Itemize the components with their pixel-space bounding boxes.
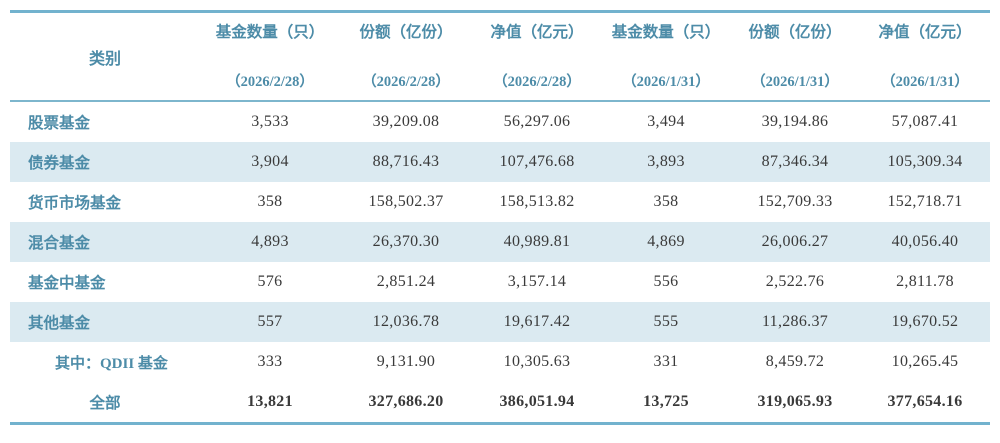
column-header-label: 净值（亿元） [878,24,972,41]
cell-shares-feb: 12,036.78 [372,313,440,330]
cell-shares-feb: 26,370.30 [372,233,440,250]
cell-shares-jan: 11,286.37 [761,313,829,330]
column-header-nav-feb: 净值（亿元） （2026/2/28） [472,13,602,100]
column-header-date: （2026/2/28） [226,73,314,90]
table-row-hybrid-funds: 混合基金 4,893 26,370.30 40,989.81 4,869 26,… [10,222,990,262]
column-header-date: （2026/1/31） [881,73,969,90]
cell-nav-feb: 10,305.63 [503,353,571,370]
cell-fund-count-feb: 4,893 [251,233,289,250]
cell-nav-feb: 56,297.06 [503,113,571,130]
column-header-date: （2026/2/28） [493,73,581,90]
cell-nav-jan: 2,811.78 [896,273,954,290]
cell-nav-feb: 158,513.82 [499,193,575,210]
header-separator-rule [10,100,990,102]
cell-nav-jan: 19,670.52 [891,313,959,330]
cell-shares-feb: 88,716.43 [372,153,440,170]
cell-shares-jan: 39,194.86 [761,113,829,130]
table-row-money-market-funds: 货币市场基金 358 158,502.37 158,513.82 358 152… [10,182,990,222]
cell-fund-count-feb: 358 [257,193,283,210]
table-top-rule [10,10,990,13]
cell-shares-feb: 158,502.37 [368,193,444,210]
cell-nav-jan: 377,654.16 [887,393,963,410]
cell-nav-feb: 107,476.68 [499,153,575,170]
cell-fund-count-feb: 557 [257,313,283,330]
cell-fund-count-feb: 3,904 [251,153,289,170]
cell-nav-jan: 57,087.41 [891,113,959,130]
row-label: 其他基金 [28,315,91,332]
cell-fund-count-feb: 13,821 [247,393,293,410]
cell-fund-count-feb: 576 [257,273,283,290]
row-label-header: 类别 [88,50,121,68]
cell-nav-feb: 386,051.94 [499,393,575,410]
cell-nav-feb: 3,157.14 [507,273,567,290]
column-header-fund-count-jan: 基金数量（只） （2026/1/31） [602,13,730,100]
row-label: 混合基金 [28,235,91,252]
row-label: 货币市场基金 [28,195,122,212]
cell-fund-count-feb: 3,533 [251,113,289,130]
row-label: 其中：QDII 基金 [55,355,168,372]
cell-fund-count-jan: 3,893 [647,153,685,170]
table-bottom-rule [10,422,990,425]
table-row-qdii-funds: 其中：QDII 基金 333 9,131.90 10,305.63 331 8,… [10,342,990,382]
row-label: 股票基金 [28,115,91,132]
column-header-nav-jan: 净值（亿元） （2026/1/31） [860,13,990,100]
cell-shares-jan: 2,522.76 [765,273,825,290]
row-label: 债券基金 [28,155,91,172]
cell-nav-feb: 40,989.81 [503,233,571,250]
table-row-total: 全部 13,821 327,686.20 386,051.94 13,725 3… [10,382,990,422]
column-header-shares-jan: 份额（亿份） （2026/1/31） [730,13,860,100]
cell-fund-count-jan: 331 [653,353,679,370]
column-header-label: 份额（亿份） [748,24,842,41]
cell-shares-feb: 2,851.24 [376,273,436,290]
column-header-label: 基金数量（只） [215,24,325,41]
cell-nav-jan: 105,309.34 [887,153,963,170]
table-row-stock-funds: 股票基金 3,533 39,209.08 56,297.06 3,494 39,… [10,102,990,142]
cell-fund-count-jan: 3,494 [647,113,685,130]
column-header-label: 净值（亿元） [490,24,584,41]
cell-fund-count-jan: 556 [653,273,679,290]
table-row-bond-funds: 债券基金 3,904 88,716.43 107,476.68 3,893 87… [10,142,990,182]
cell-shares-jan: 26,006.27 [761,233,829,250]
cell-nav-jan: 40,056.40 [891,233,959,250]
cell-fund-count-jan: 13,725 [643,393,689,410]
cell-nav-jan: 10,265.45 [891,353,959,370]
cell-shares-feb: 39,209.08 [372,113,440,130]
cell-shares-feb: 9,131.90 [376,353,436,370]
column-header-label: 份额（亿份） [359,24,453,41]
column-header-fund-count-feb: 基金数量（只） （2026/2/28） [200,13,340,100]
cell-shares-jan: 87,346.34 [761,153,829,170]
column-header-date: （2026/1/31） [622,73,710,90]
table-header: 类别 基金数量（只） （2026/2/28） 份额（亿份） （2026/2/28… [10,13,990,100]
cell-fund-count-jan: 358 [653,193,679,210]
row-label: 基金中基金 [28,275,106,292]
table-row-fund-of-funds: 基金中基金 576 2,851.24 3,157.14 556 2,522.76… [10,262,990,302]
row-label: 全部 [89,395,121,412]
cell-nav-jan: 152,718.71 [887,193,963,210]
fund-statistics-table: 类别 基金数量（只） （2026/2/28） 份额（亿份） （2026/2/28… [10,10,990,425]
cell-shares-jan: 319,065.93 [757,393,833,410]
column-header-date: （2026/1/31） [751,73,839,90]
table-row-other-funds: 其他基金 557 12,036.78 19,617.42 555 11,286.… [10,302,990,342]
column-header-shares-feb: 份额（亿份） （2026/2/28） [340,13,472,100]
column-header-date: （2026/2/28） [362,73,450,90]
cell-fund-count-feb: 333 [257,353,283,370]
cell-fund-count-jan: 4,869 [647,233,685,250]
cell-fund-count-jan: 555 [653,313,679,330]
cell-nav-feb: 19,617.42 [503,313,571,330]
cell-shares-jan: 8,459.72 [765,353,825,370]
cell-shares-jan: 152,709.33 [757,193,833,210]
column-header-label: 基金数量（只） [611,24,721,41]
cell-shares-feb: 327,686.20 [368,393,444,410]
